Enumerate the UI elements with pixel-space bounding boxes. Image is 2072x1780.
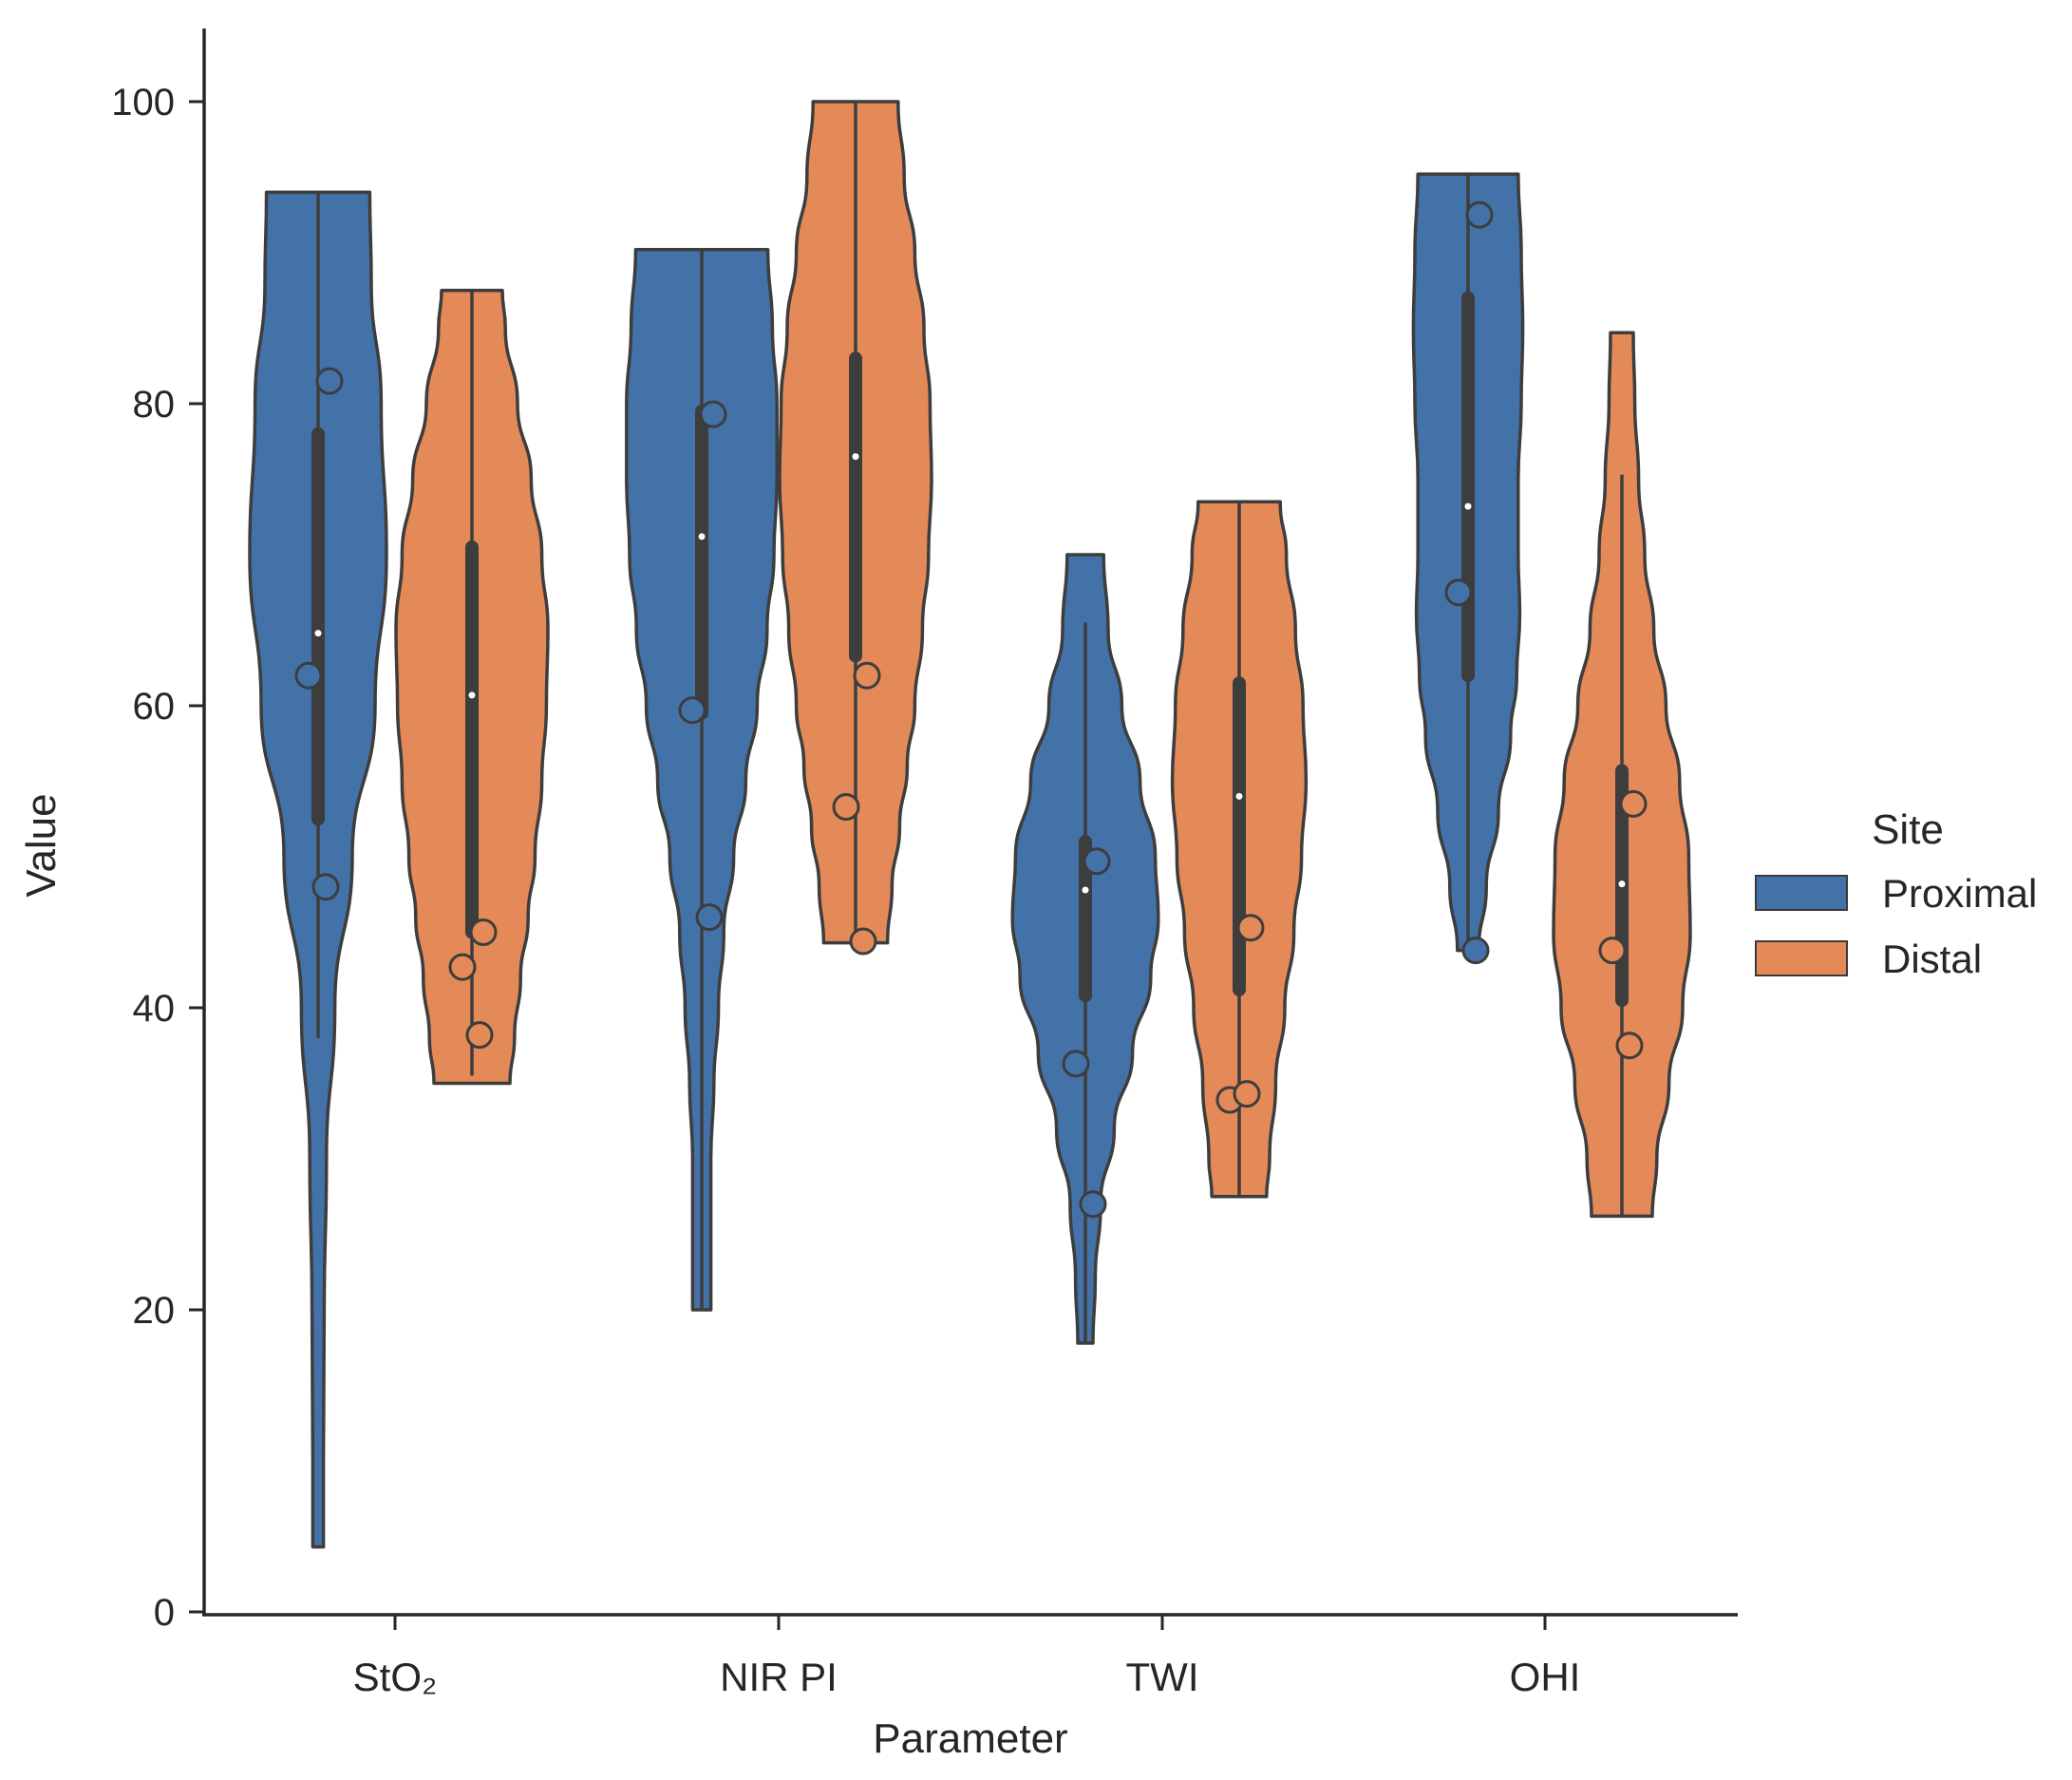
data-point [1083,847,1111,876]
violin-median [698,533,706,540]
violin-distal-1 [778,100,933,956]
data-point [1444,578,1473,607]
violin-median [314,630,322,637]
violin-proximal-0 [248,190,388,1549]
violin-median [1235,792,1243,800]
y-tick-label: 80 [133,384,176,426]
x-tick-label: OHI [1510,1655,1581,1699]
violin-median [1082,886,1089,894]
x-tick-label: StO₂ [353,1655,438,1699]
y-ticks: 0 20 40 60 80 100 [111,82,204,1634]
x-tick-label: NIR PI [720,1655,838,1699]
y-tick-label: 0 [154,1592,175,1634]
y-axis-label: Value [18,793,65,897]
violin-distal-3 [1552,331,1692,1219]
data-point [1461,937,1490,965]
violin-median [852,453,859,461]
y-tick-label: 100 [111,82,175,123]
axes [202,28,1738,1617]
violin-median [1464,502,1472,510]
y-tick-label: 20 [133,1290,176,1332]
legend-swatch-distal [1755,940,1848,976]
data-point [1598,937,1627,965]
y-tick-label: 40 [133,988,176,1030]
data-point [1079,1190,1107,1219]
violin-median [468,691,476,699]
legend-label-proximal: Proximal [1882,871,2037,916]
data-point [849,927,877,956]
violin-median [1618,881,1626,888]
data-point [465,1021,494,1050]
data-point [1619,789,1648,818]
data-point [1236,914,1265,942]
legend-label-distal: Distal [1882,937,1982,981]
data-point [1615,1032,1644,1060]
violin-proximal-1 [625,248,779,1312]
data-point [853,661,881,690]
data-point [1465,200,1494,229]
violin-proximal-3 [1411,172,1525,965]
data-point [1062,1050,1090,1078]
data-point [448,953,477,981]
legend-title: Site [1872,806,1944,853]
data-point [311,873,340,901]
violin-proximal-2 [1010,553,1160,1345]
data-point [699,400,727,428]
data-point [315,367,344,395]
legend: Site Proximal Distal [1755,806,2037,981]
data-point [1233,1080,1261,1108]
x-tick-label: TWI [1126,1655,1199,1699]
x-ticks: StO₂ NIR PI TWI OHI [353,1615,1581,1699]
data-point [469,918,498,946]
violin-distal-0 [394,289,550,1086]
violin-distal-2 [1170,500,1309,1199]
data-point [832,793,860,822]
data-point [695,903,724,932]
y-tick-label: 60 [133,686,176,728]
violins-layer [248,100,1692,1549]
legend-swatch-proximal [1755,875,1848,911]
x-axis-label: Parameter [873,1715,1067,1762]
data-point [678,696,706,725]
data-point [294,661,323,690]
